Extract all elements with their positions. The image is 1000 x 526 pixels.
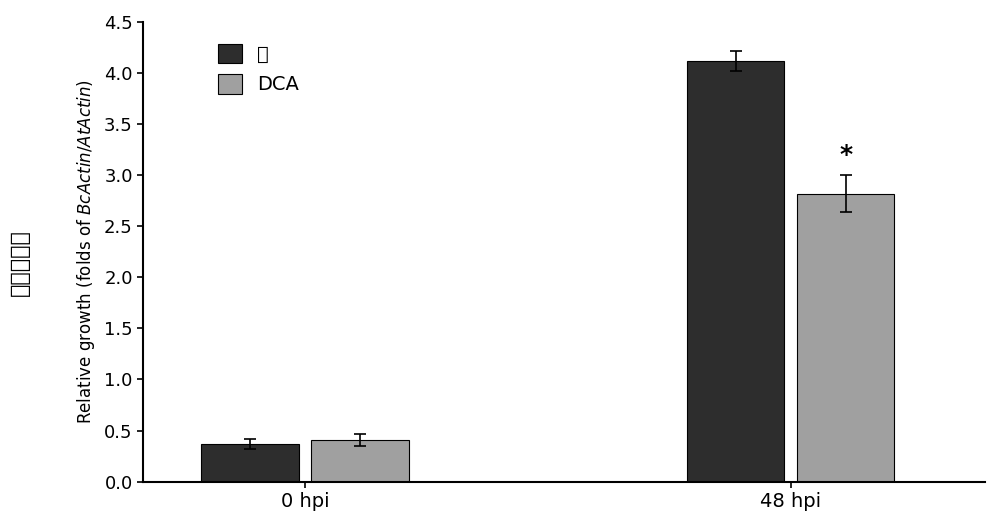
Text: *: *	[839, 143, 852, 167]
Bar	[687, 61, 784, 482]
Bar	[797, 194, 894, 482]
Bar	[311, 440, 409, 482]
Legend: 水, DCA: 水, DCA	[210, 36, 307, 102]
Bar	[201, 444, 299, 482]
Text: 相对生长量: 相对生长量	[10, 229, 30, 297]
Y-axis label: Relative growth (folds of $\it{BcActin}$/$\it{AtActin}$): Relative growth (folds of $\it{BcActin}$…	[75, 79, 97, 424]
